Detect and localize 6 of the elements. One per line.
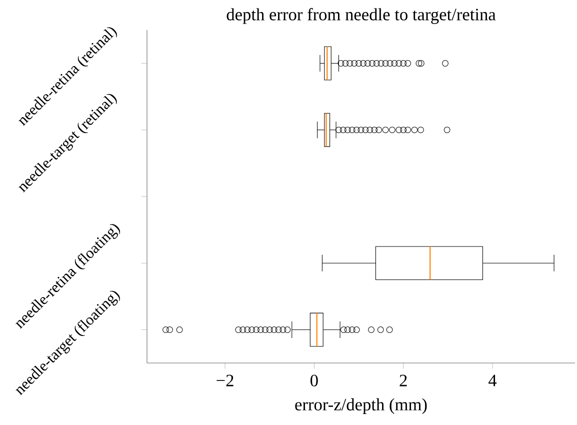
x-tick-label: 4	[488, 374, 497, 386]
x-tick-label: −2	[216, 374, 234, 386]
x-tick-label: 2	[400, 374, 407, 386]
x-tick-label: 0	[310, 374, 318, 386]
chart-title: depth error from needle to target/retina	[226, 8, 496, 24]
x-axis-title: error-z/depth (mm)	[295, 398, 427, 414]
